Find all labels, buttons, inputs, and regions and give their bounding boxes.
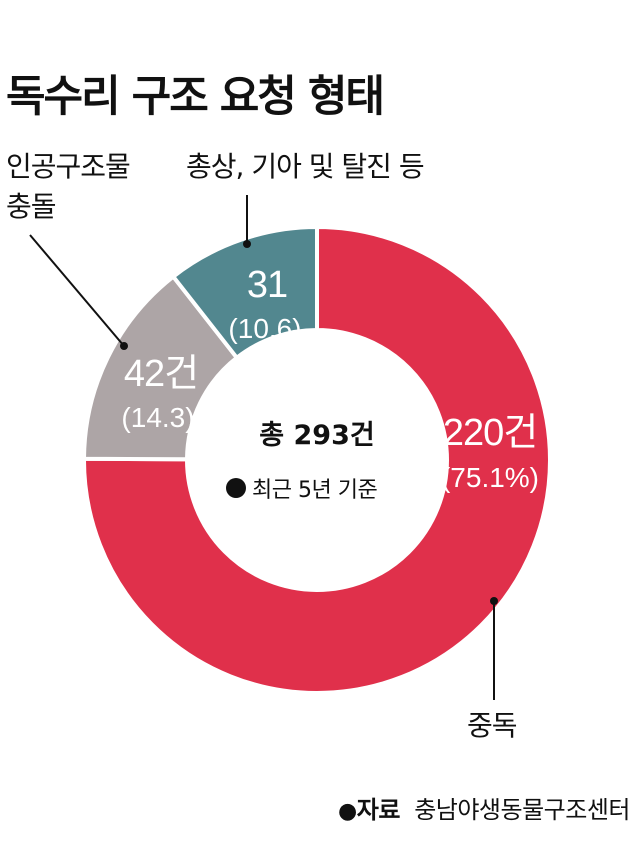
category-label-other: 총상, 기아 및 탈진 등 xyxy=(186,150,424,183)
donut-slice-poison xyxy=(82,224,552,695)
slice-percent-poison: (75.1%) xyxy=(441,462,539,493)
center-bullet xyxy=(226,478,246,498)
category-label-collision-line1: 인공구조물 xyxy=(6,150,130,183)
category-label-poison: 중독 xyxy=(467,709,517,742)
source-key: 자료 xyxy=(356,796,401,824)
source-credit: ●자료 충남야생동물구조센터 xyxy=(338,790,630,825)
leader-dot-other xyxy=(243,240,251,248)
center-total: 총 293건 xyxy=(259,420,374,451)
leader-line-collision xyxy=(29,234,125,347)
donut-slice-other xyxy=(170,224,319,361)
slice-percent-other: (10.6) xyxy=(228,313,301,344)
slice-percent-collision: (14.3) xyxy=(121,402,194,433)
leader-dot-collision xyxy=(120,342,128,350)
category-label-collision-line2: 충돌 xyxy=(6,190,56,223)
leader-dot-poison xyxy=(490,597,498,605)
source-text: 충남야생동물구조센터 xyxy=(414,796,630,824)
slice-value-collision: 42건 xyxy=(124,353,198,395)
center-basis-note: 최근 5년 기준 xyxy=(252,478,377,503)
slice-value-poison: 220건 xyxy=(443,412,537,454)
source-bullet: ● xyxy=(338,799,357,824)
donut-slices xyxy=(81,224,552,695)
slice-value-other: 31 xyxy=(247,264,287,306)
chart-title: 독수리 구조 요청 형태 xyxy=(6,72,385,122)
